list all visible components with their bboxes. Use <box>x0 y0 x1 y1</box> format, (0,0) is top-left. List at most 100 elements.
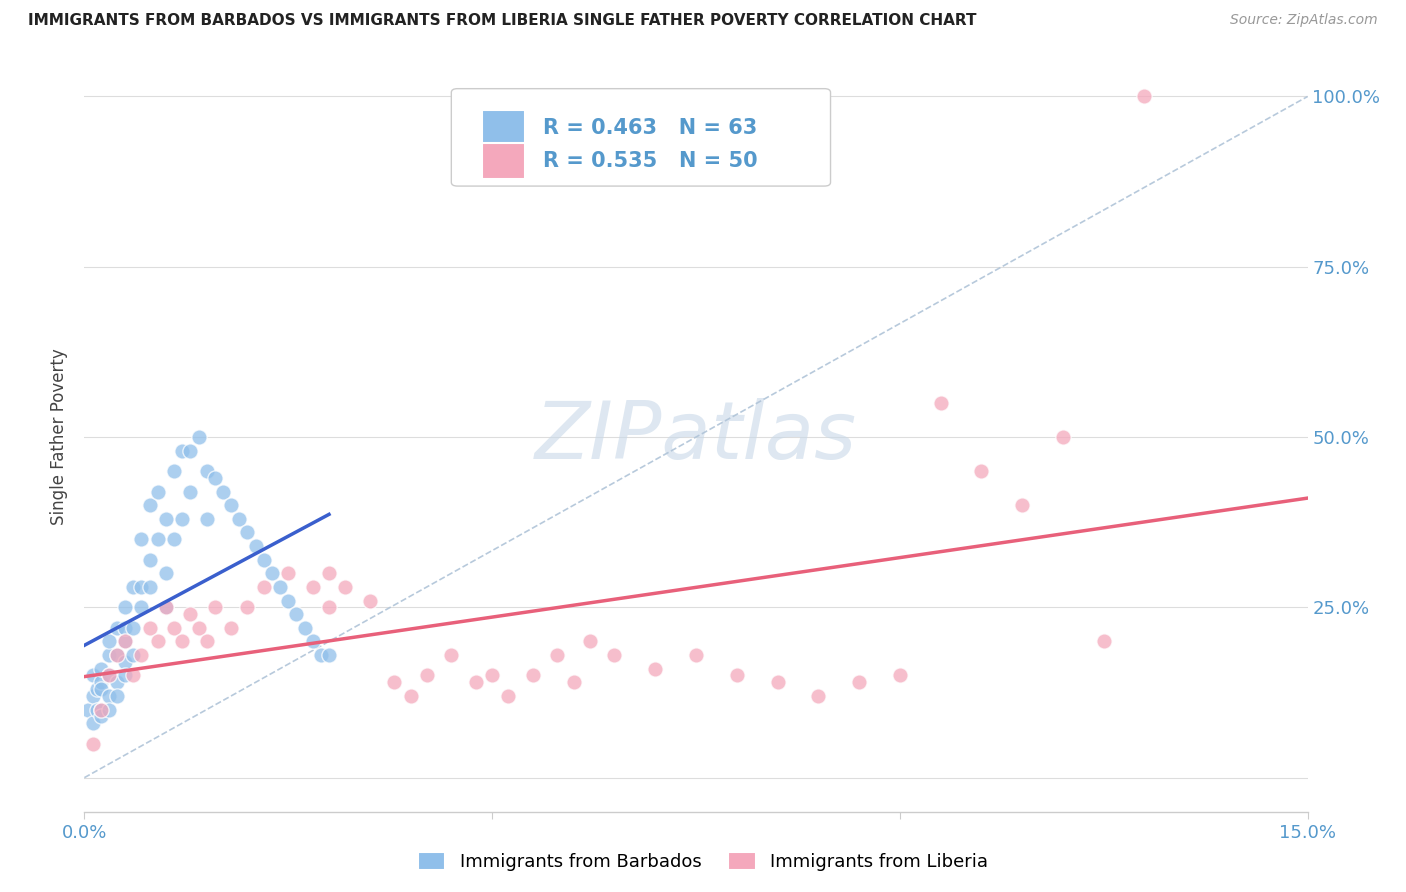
Point <box>285 607 308 622</box>
Point <box>294 621 316 635</box>
Point <box>219 621 242 635</box>
Point <box>105 621 128 635</box>
Point <box>114 655 136 669</box>
Point <box>114 668 136 682</box>
Point <box>1092 634 1115 648</box>
Point <box>301 580 323 594</box>
Point <box>122 648 145 662</box>
Point <box>301 634 323 648</box>
Point <box>90 702 112 716</box>
Text: R = 0.535   N = 50: R = 0.535 N = 50 <box>543 151 758 170</box>
Point <box>579 634 602 648</box>
Text: ZIPatlas: ZIPatlas <box>534 398 858 476</box>
Point <box>481 668 503 682</box>
Point <box>90 682 112 697</box>
Point <box>138 580 160 594</box>
Point <box>889 668 911 682</box>
Point <box>82 689 104 703</box>
Point <box>172 512 194 526</box>
Point <box>204 600 226 615</box>
Point <box>179 443 201 458</box>
Point <box>97 702 120 716</box>
Point <box>86 682 108 697</box>
Point <box>138 498 160 512</box>
Point <box>146 533 169 547</box>
Point <box>807 689 830 703</box>
Legend: Immigrants from Barbados, Immigrants from Liberia: Immigrants from Barbados, Immigrants fro… <box>411 845 995 879</box>
Point <box>253 580 276 594</box>
Point <box>114 634 136 648</box>
Point <box>1052 430 1074 444</box>
Point <box>236 600 259 615</box>
Point <box>114 600 136 615</box>
Point <box>90 675 112 690</box>
Point <box>219 498 242 512</box>
Point <box>82 668 104 682</box>
Point <box>105 648 128 662</box>
Point <box>155 600 177 615</box>
Point <box>359 593 381 607</box>
Point <box>138 621 160 635</box>
Point <box>228 512 250 526</box>
Point <box>172 443 194 458</box>
Point <box>187 621 209 635</box>
Point <box>195 634 218 648</box>
Point <box>644 662 666 676</box>
Point <box>848 675 870 690</box>
Point <box>146 634 169 648</box>
Point <box>105 689 128 703</box>
Point <box>522 668 544 682</box>
Point <box>114 634 136 648</box>
Text: R = 0.463   N = 63: R = 0.463 N = 63 <box>543 119 758 138</box>
Point <box>138 552 160 566</box>
Point <box>97 668 120 682</box>
Point <box>1133 89 1156 103</box>
Point <box>146 484 169 499</box>
Point <box>122 580 145 594</box>
Point <box>204 471 226 485</box>
Point <box>122 668 145 682</box>
Point <box>86 702 108 716</box>
Point <box>82 716 104 731</box>
Point <box>90 662 112 676</box>
Point <box>90 702 112 716</box>
Point <box>929 396 952 410</box>
Point <box>172 634 194 648</box>
Point <box>90 709 112 723</box>
FancyBboxPatch shape <box>482 143 524 178</box>
Point <box>309 648 332 662</box>
Point <box>253 552 276 566</box>
Point <box>318 566 340 581</box>
Point <box>269 580 291 594</box>
Point <box>187 430 209 444</box>
Point <box>212 484 235 499</box>
Point <box>163 621 186 635</box>
Point <box>114 621 136 635</box>
Point <box>260 566 283 581</box>
Point <box>155 600 177 615</box>
Point <box>131 580 153 594</box>
Point <box>131 533 153 547</box>
Point <box>603 648 626 662</box>
Point <box>440 648 463 662</box>
Point <box>498 689 520 703</box>
Point <box>399 689 422 703</box>
Point <box>562 675 585 690</box>
Point <box>318 600 340 615</box>
Point <box>236 525 259 540</box>
Point <box>685 648 707 662</box>
Point <box>163 533 186 547</box>
Point <box>155 566 177 581</box>
Point <box>195 464 218 478</box>
Point <box>77 702 100 716</box>
Point <box>131 648 153 662</box>
Point <box>179 607 201 622</box>
Point <box>546 648 568 662</box>
Point <box>970 464 993 478</box>
Point <box>105 675 128 690</box>
Point <box>97 668 120 682</box>
Point <box>97 648 120 662</box>
Text: Source: ZipAtlas.com: Source: ZipAtlas.com <box>1230 13 1378 28</box>
FancyBboxPatch shape <box>451 88 831 186</box>
FancyBboxPatch shape <box>482 111 524 146</box>
